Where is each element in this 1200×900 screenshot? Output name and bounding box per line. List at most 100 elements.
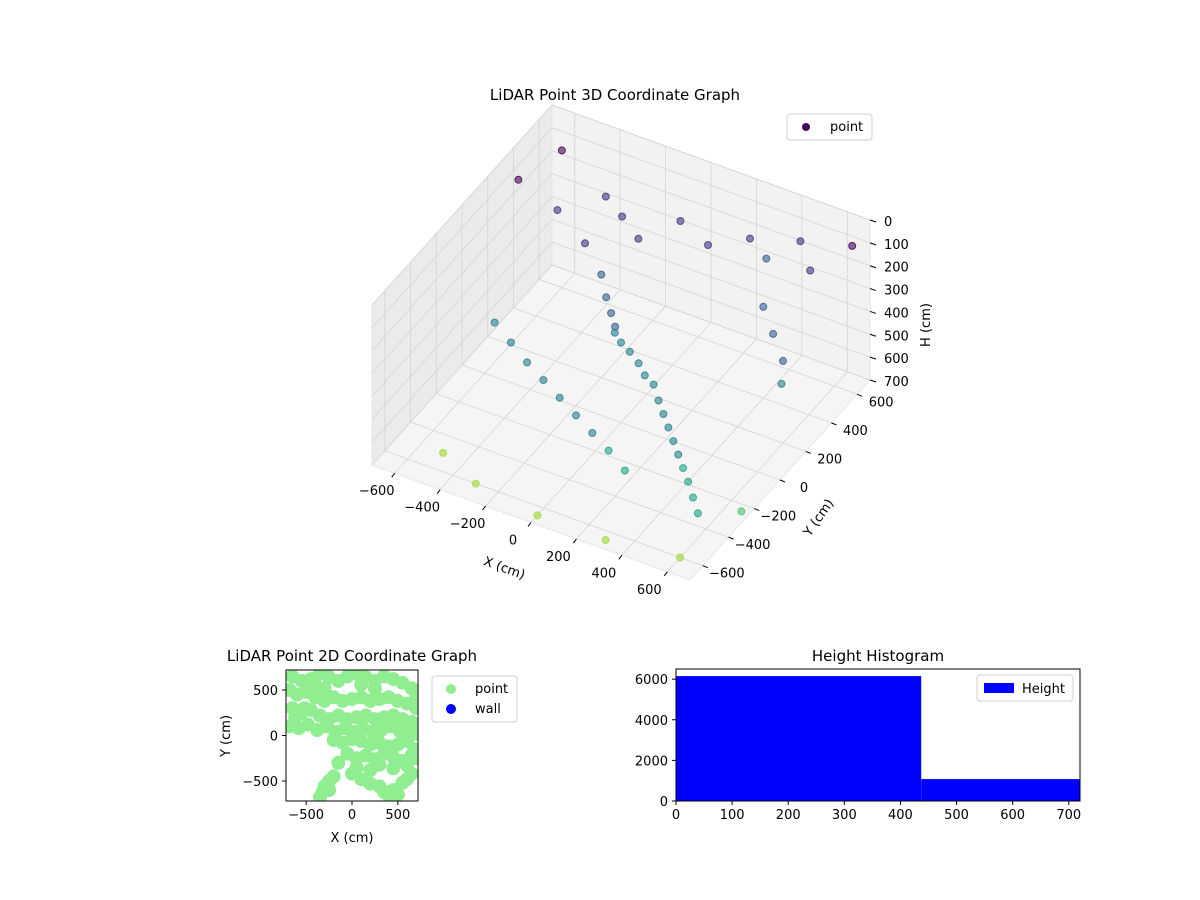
z-tick-3d bbox=[869, 288, 877, 292]
chart-3d-xlabel: X (cm) bbox=[481, 554, 527, 583]
point-3d bbox=[737, 507, 746, 516]
point-2d-point bbox=[308, 677, 323, 692]
point-3d bbox=[746, 234, 754, 243]
chart-2d-ticks: −500 0 500 −500 0 500 bbox=[242, 684, 410, 823]
chart-2d-legend-wall-label: wall bbox=[475, 702, 501, 717]
point-3d bbox=[704, 241, 712, 249]
z-tick-3d bbox=[869, 242, 877, 246]
point-3d bbox=[601, 536, 610, 544]
x-tick-label-2d: −500 bbox=[288, 808, 324, 823]
x-tick-3d bbox=[436, 489, 441, 494]
point-3d bbox=[796, 237, 805, 246]
point-2d-point bbox=[297, 701, 312, 716]
z-tick-label-3d: 500 bbox=[884, 329, 909, 344]
x-tick-label-3d: 0 bbox=[509, 534, 517, 549]
y-tick-label-3d: −200 bbox=[760, 510, 796, 525]
point-3d bbox=[634, 234, 643, 243]
z-tick-label-3d: 100 bbox=[884, 238, 909, 253]
z-tick-label-3d: 600 bbox=[884, 352, 909, 367]
point-3d bbox=[640, 371, 649, 380]
y-tick-label-2d: 0 bbox=[270, 730, 278, 745]
point-3d bbox=[684, 477, 693, 486]
chart-2d-ylabel: Y (cm) bbox=[219, 715, 234, 758]
x-tick-label-hist: 300 bbox=[832, 808, 857, 823]
point-3d bbox=[664, 423, 673, 432]
point-3d bbox=[674, 450, 683, 459]
point-3d bbox=[620, 466, 629, 475]
histogram-ticks: 0 100 200 300 400 500 600 700 0 2000 4000 6000 bbox=[635, 673, 1081, 823]
point-2d-point bbox=[322, 783, 337, 798]
chart-2d-title: LiDAR Point 2D Coordinate Graph bbox=[227, 647, 477, 665]
x-tick-label-hist: 200 bbox=[776, 808, 801, 823]
point-3d bbox=[618, 212, 627, 221]
point-3d bbox=[654, 396, 663, 405]
point-3d bbox=[602, 293, 611, 302]
x-tick-label-3d: −600 bbox=[359, 484, 395, 499]
point-3d bbox=[625, 347, 634, 356]
point-2d-point bbox=[409, 751, 418, 766]
point-3d bbox=[693, 509, 702, 518]
z-tick-label-3d: 0 bbox=[884, 215, 892, 230]
point-3d bbox=[581, 239, 589, 248]
y-tick-label-hist: 0 bbox=[660, 795, 668, 810]
point-3d bbox=[533, 511, 542, 520]
chart-3d-legend: point bbox=[786, 113, 873, 141]
z-tick-label-3d: 700 bbox=[884, 375, 909, 390]
y-tick-label-3d: −600 bbox=[709, 567, 745, 582]
point-3d bbox=[555, 393, 564, 402]
z-tick-3d bbox=[869, 356, 877, 360]
y-tick-3d bbox=[805, 450, 811, 454]
z-tick-label-3d: 400 bbox=[884, 306, 909, 321]
point-2d-point bbox=[390, 787, 405, 801]
y-tick-3d bbox=[779, 479, 786, 483]
chart-2d-points bbox=[286, 670, 418, 801]
chart-histogram: Height Histogram 0 100 200 300 400 500 600 7000… bbox=[635, 647, 1081, 823]
point-3d bbox=[610, 328, 619, 337]
y-tick-label-hist: 6000 bbox=[635, 673, 668, 688]
point-3d bbox=[557, 146, 566, 155]
point-3d bbox=[769, 329, 778, 338]
point-3d bbox=[539, 376, 548, 385]
point-2d-point bbox=[331, 755, 346, 770]
point-2d-point bbox=[409, 687, 418, 702]
y-tick-label-3d: 400 bbox=[843, 424, 868, 439]
y-tick-3d bbox=[702, 565, 709, 569]
chart-2d-legend-point-marker bbox=[446, 684, 456, 694]
histogram-legend: Height bbox=[976, 674, 1074, 702]
chart-3d-legend-box bbox=[786, 113, 873, 141]
chart-3d-legend-label: point bbox=[830, 120, 863, 135]
y-tick-3d bbox=[856, 393, 863, 397]
point-3d bbox=[762, 254, 771, 263]
z-tick-label-3d: 200 bbox=[884, 261, 909, 276]
point-3d bbox=[617, 338, 625, 347]
x-tick-label-hist: 600 bbox=[1000, 808, 1025, 823]
point-3d bbox=[523, 358, 532, 367]
z-tick-3d bbox=[869, 379, 877, 383]
x-tick-3d bbox=[618, 555, 623, 560]
y-tick-label-hist: 2000 bbox=[635, 754, 668, 769]
histogram-legend-swatch bbox=[984, 683, 1014, 693]
x-tick-3d bbox=[391, 472, 396, 478]
y-tick-label-3d: −400 bbox=[735, 538, 771, 553]
x-tick-3d bbox=[482, 505, 486, 511]
point-3d bbox=[601, 192, 610, 201]
chart-2d-xlabel: X (cm) bbox=[331, 831, 374, 846]
point-3d bbox=[604, 446, 613, 455]
point-2d-point bbox=[354, 677, 369, 692]
chart-2d-point-layer bbox=[286, 670, 418, 801]
y-tick-label-3d: 0 bbox=[800, 481, 808, 496]
grid-z bbox=[371, 150, 871, 351]
grid-z bbox=[371, 127, 871, 329]
point-3d bbox=[679, 464, 688, 473]
x-tick-label-2d: 0 bbox=[348, 808, 356, 823]
point-3d bbox=[490, 318, 499, 327]
histogram-bars bbox=[676, 676, 1080, 801]
point-3d bbox=[759, 302, 768, 311]
point-3d bbox=[553, 206, 562, 215]
x-tick-label-hist: 700 bbox=[1056, 808, 1081, 823]
point-3d bbox=[572, 411, 580, 420]
point-3d bbox=[676, 217, 685, 225]
x-tick-label-3d: −400 bbox=[404, 501, 440, 516]
chart-2d-legend-wall-marker bbox=[446, 704, 456, 714]
